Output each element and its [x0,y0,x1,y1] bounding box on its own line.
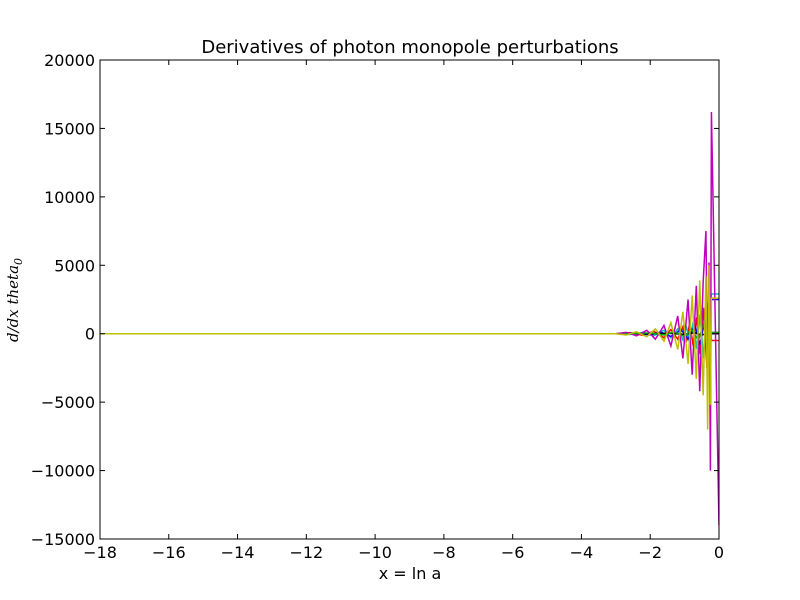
y-tick-label: −10000 [31,462,95,481]
plot-frame [99,59,720,540]
plot-area: −18 −16 −14 −12 −10 −8 −6 −4 −2 0 −15000 −10000 −50… [31,51,724,562]
x-tick-label: −2 [638,543,662,562]
y-tick-label: 0 [85,325,95,344]
x-tick-label: −6 [501,543,525,562]
x-tick-label: −8 [432,543,456,562]
x-tick-label: −18 [83,543,117,562]
y-tick-label: 15000 [44,119,95,138]
x-tick-label: −12 [289,543,323,562]
y-tick-label: 5000 [54,256,95,275]
chart-title: Derivatives of photon monopole perturbat… [201,37,618,58]
x-tick-label: −14 [221,543,255,562]
x-tick-label: −4 [570,543,594,562]
x-tick-label: 0 [714,543,724,562]
series-line-6 [100,265,719,430]
y-tick-label: 10000 [44,188,95,207]
y-axis-ticks: −15000 −10000 −5000 0 5000 10000 15000 20000 [31,51,719,549]
x-axis-label: x = ln a [379,564,442,583]
series-layer [100,111,719,526]
y-tick-label: 20000 [44,51,95,70]
y-tick-label: −15000 [31,530,95,549]
y-tick-label: −5000 [41,393,95,412]
x-tick-label: −16 [152,543,186,562]
x-axis-ticks: −18 −16 −14 −12 −10 −8 −6 −4 −2 0 [83,60,724,562]
y-axis-label: d/dx theta0 [4,258,25,342]
x-tick-label: −10 [358,543,392,562]
